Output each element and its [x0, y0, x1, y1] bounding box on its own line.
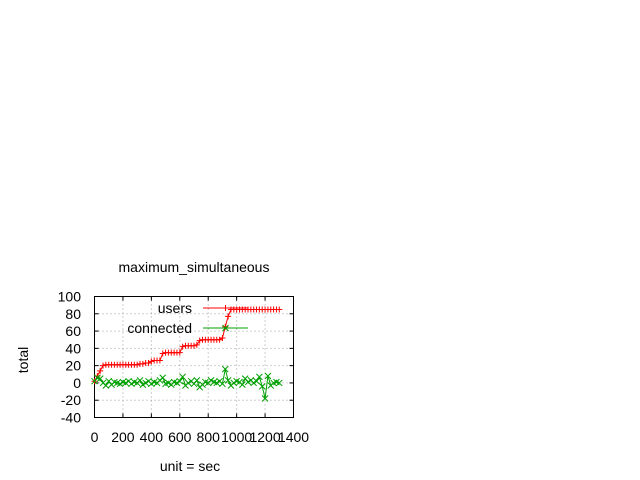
- data-point: [193, 376, 201, 384]
- legend-label-connected: connected: [127, 320, 192, 336]
- x-tick-label: 800: [197, 429, 221, 445]
- plot-frame: [94, 296, 294, 418]
- data-point: [100, 362, 107, 369]
- x-axis-label: unit = sec: [160, 458, 220, 474]
- y-tick-label: 20: [65, 358, 81, 374]
- x-tick-label: 1400: [278, 429, 309, 445]
- y-tick-label: -40: [61, 410, 81, 426]
- data-point: [253, 377, 260, 385]
- series-users: [91, 306, 283, 385]
- data-point: [179, 343, 186, 350]
- data-point: [139, 360, 146, 367]
- data-point: [97, 367, 104, 374]
- legend: users connected: [127, 300, 248, 336]
- data-point: [238, 381, 246, 389]
- y-tick-label: 40: [65, 340, 81, 356]
- data-point: [275, 379, 283, 387]
- y-tick-label: 100: [58, 289, 82, 305]
- data-point: [219, 380, 226, 388]
- y-axis-label: total: [15, 347, 31, 373]
- x-tick-label: 400: [140, 429, 164, 445]
- data-point: [134, 361, 141, 368]
- x-tick-label: 200: [111, 429, 135, 445]
- data-point: [219, 334, 226, 341]
- data-point: [258, 383, 266, 390]
- data-point: [276, 306, 283, 313]
- data-point: [176, 349, 183, 356]
- data-point: [136, 376, 144, 384]
- grid-lines: [94, 296, 294, 418]
- data-point: [96, 375, 104, 382]
- data-point: [159, 350, 166, 357]
- x-tick-label: 1000: [221, 429, 252, 445]
- y-tick-label: 80: [65, 306, 81, 322]
- series-connected: [91, 365, 283, 402]
- data-point: [193, 341, 200, 348]
- data-point: [256, 373, 263, 381]
- legend-marker-connected: [222, 324, 229, 332]
- data-point: [148, 358, 155, 365]
- data-point: [191, 342, 197, 349]
- data-point: [225, 313, 232, 320]
- x-tick-label: 600: [168, 429, 192, 445]
- data-point: [156, 357, 163, 364]
- y-tick-label: 60: [65, 323, 81, 339]
- data-point: [261, 395, 269, 402]
- data-point: [196, 337, 203, 344]
- data-point: [179, 373, 186, 381]
- data-point: [159, 374, 167, 382]
- x-tick-label: 0: [91, 429, 99, 445]
- y-tick-label: 0: [73, 375, 81, 391]
- y-tick-label: -20: [61, 392, 81, 408]
- data-point: [224, 376, 232, 384]
- legend-label-users: users: [158, 300, 192, 316]
- data-point: [264, 372, 272, 380]
- data-point: [221, 365, 229, 373]
- x-tick-label: 1200: [249, 429, 280, 445]
- legend-marker-users: [222, 305, 229, 311]
- data-point: [176, 377, 184, 385]
- data-point: [102, 382, 110, 389]
- series-group: [91, 306, 283, 402]
- chart-title: maximum_simultaneous: [119, 259, 270, 275]
